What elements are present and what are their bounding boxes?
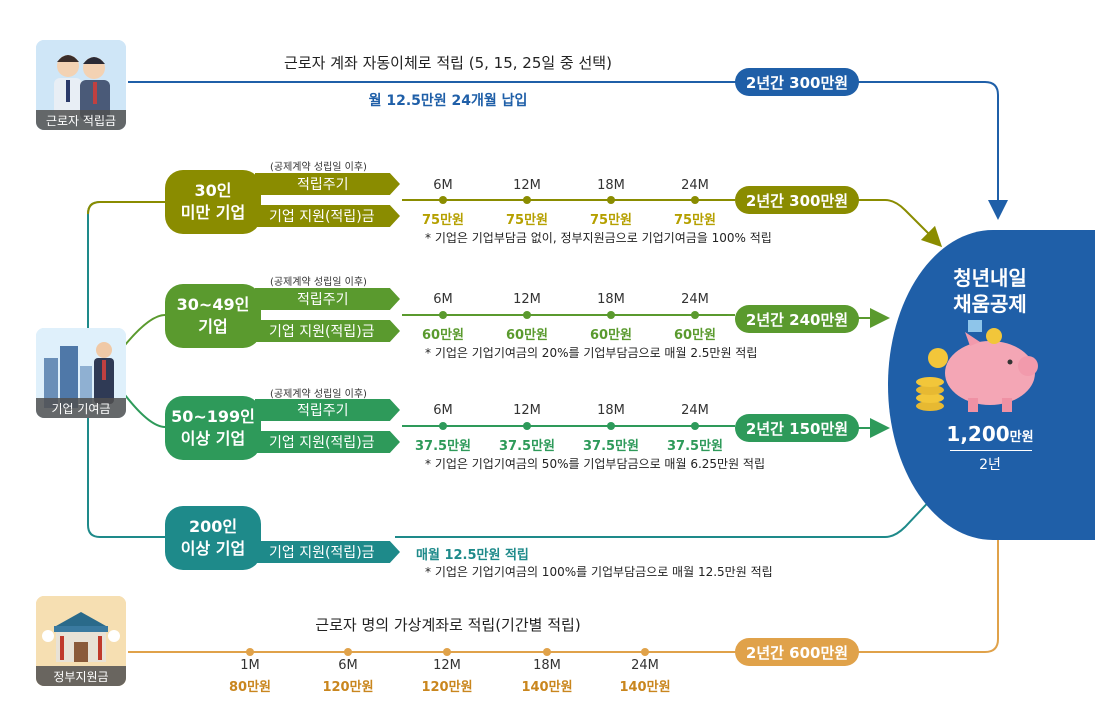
tier1-schedule-bar: 적립주기 [255,173,400,195]
result-title-line2: 채움공제 [953,292,1027,316]
tier2-amount: 60만원 [505,328,549,343]
tier1-support-bar: 기업 지원(적립)금 [255,205,400,227]
tier2-support-bar: 기업 지원(적립)금 [255,320,400,342]
tier1-name-line2: 미만 기업 [180,203,246,222]
tier4-footnote: * 기업은 기업기여금의 100%를 기업부담금으로 매월 12.5만원 적립 [425,565,773,579]
tier1-month: 24M [681,178,709,193]
tier1-note-top: (공제계약 성립일 이후) [270,162,367,173]
gov-month: 6M [338,658,358,673]
tier4-name-line2: 이상 기업 [180,539,246,558]
gov-title: 근로자 명의 가상계좌로 적립(기간별 적립) [315,616,581,634]
worker-title: 근로자 계좌 자동이체로 적립 (5, 15, 25일 중 선택) [284,54,612,72]
tier1-month: 12M [513,178,541,193]
government-illustration: 정부지원금 [36,596,126,686]
tier3-support-bar: 기업 지원(적립)금 [255,431,400,453]
tier1-amount: 75만원 [589,213,633,228]
tier3-month: 24M [681,403,709,418]
tier4-badge: 200인 이상 기업 [165,506,261,570]
tier2-badge: 30~49인 기업 [165,284,261,348]
gov-flow-line [128,508,1008,653]
gov-amount: 140만원 [521,680,573,695]
result-amount-line: 1,200만원 [946,422,1033,446]
tier2-month: 12M [513,292,541,307]
tier2-footnote: * 기업은 기업기여금의 20%를 기업부담금으로 매월 2.5만원 적립 [425,346,758,360]
company-illustration: 기업 기여금 [36,328,126,418]
tier1-amount: 75만원 [673,213,717,228]
tier1-month: 6M [433,178,453,193]
gov-month: 12M [433,658,461,673]
tier4-arrow-line [395,484,945,538]
worker-flow-line [128,81,1008,220]
tier3-month: 12M [513,403,541,418]
gov-amount: 120만원 [421,680,473,695]
tier3-name-line2: 이상 기업 [180,429,246,448]
tier2-amount: 60만원 [673,328,717,343]
tier1-footnote: * 기업은 기업부담금 없이, 정부지원금으로 기업기여금을 100% 적립 [425,231,772,245]
result-divider [950,450,1032,451]
tier3-month: 6M [433,403,453,418]
gov-amount: 120만원 [322,680,374,695]
tier3-total-badge: 2년간 150만원 [735,414,859,442]
tier3-footnote: * 기업은 기업기여금의 50%를 기업부담금으로 매월 6.25만원 적립 [425,457,766,471]
gov-month: 1M [240,658,260,673]
tier2-schedule-bar: 적립주기 [255,288,400,310]
tier3-note-top: (공제계약 성립일 이후) [270,389,367,400]
gov-total-badge: 2년간 600만원 [735,638,859,666]
worker-total-badge: 2년간 300만원 [735,68,859,96]
tier3-amount: 37.5만원 [667,439,723,454]
gov-amount: 140만원 [619,680,671,695]
tier3-amount: 37.5만원 [499,439,555,454]
tier1-month: 18M [597,178,625,193]
tier4-name-line1: 200인 [188,517,238,536]
gov-month: 18M [533,658,561,673]
tier4-monthly: 매월 12.5만원 적립 [416,548,529,563]
company-caption: 기업 기여금 [36,398,126,418]
tier3-badge: 50~199인 이상 기업 [165,396,261,460]
tier1-total-badge: 2년간 300만원 [735,186,859,214]
tier2-month: 6M [433,292,453,307]
tier3-amount: 37.5만원 [415,439,471,454]
tier2-note-top: (공제계약 성립일 이후) [270,277,367,288]
result-amount: 1,200 [946,422,1010,446]
tier1-name-line1: 30인 [194,181,232,200]
tier2-month: 18M [597,292,625,307]
tier4-support-bar: 기업 지원(적립)금 [255,541,400,563]
result-amount-unit: 만원 [1009,430,1034,445]
tier3-amount: 37.5만원 [583,439,639,454]
tier3-schedule-bar: 적립주기 [255,399,400,421]
result-period: 2년 [979,457,1001,473]
tier1-arrow-line [858,199,943,248]
tier2-total-badge: 2년간 240만원 [735,305,859,333]
worker-caption: 근로자 적립금 [36,110,126,130]
tier2-amount: 60만원 [589,328,633,343]
tier2-name-line2: 기업 [198,317,228,336]
tier3-name-line1: 50~199인 [171,407,255,426]
tier1-amount: 75만원 [421,213,465,228]
piggy-bank-icon [916,320,1038,412]
tier2-amount: 60만원 [421,328,465,343]
tier2-month: 24M [681,292,709,307]
gov-month: 24M [631,658,659,673]
tier1-badge: 30인 미만 기업 [165,170,261,234]
gov-amount: 80만원 [228,680,272,695]
result-title-line1: 청년내일 [953,266,1027,290]
worker-subtitle: 월 12.5만원 24개월 납입 [368,93,528,109]
tier1-amount: 75만원 [505,213,549,228]
tier3-month: 18M [597,403,625,418]
tier2-name-line1: 30~49인 [176,295,250,314]
worker-illustration: 근로자 적립금 [36,40,126,130]
government-caption: 정부지원금 [36,666,126,686]
